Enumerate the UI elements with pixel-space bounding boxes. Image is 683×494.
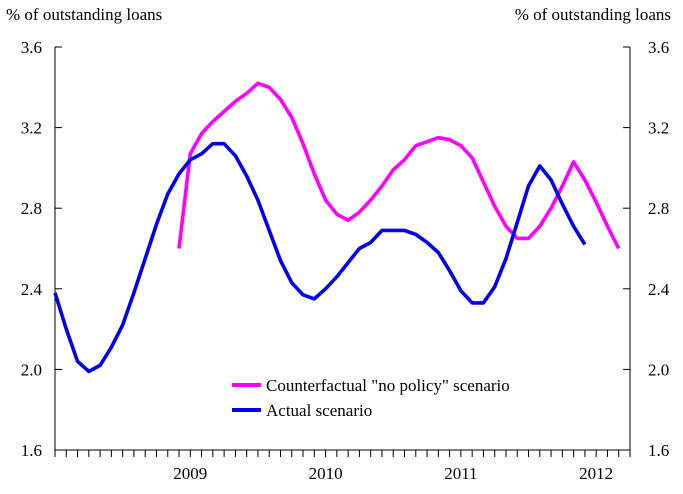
plot-frame <box>54 47 631 451</box>
y-tick-label-left: 3.6 <box>21 38 42 57</box>
y-tick-label-right: 2.0 <box>648 360 669 379</box>
y-tick-label-left: 2.8 <box>21 199 42 218</box>
legend: Counterfactual "no policy" scenario Actua… <box>232 376 510 420</box>
x-year-label: 2009 <box>173 464 207 483</box>
y-tick-label-right: 3.2 <box>648 119 669 138</box>
right-y-axis: 1.6 2.0 2.4 2.8 3.2 3.6 <box>623 38 670 460</box>
left-axis-unit-label: % of outstanding loans <box>6 5 163 24</box>
y-tick-label-right: 2.4 <box>648 280 670 299</box>
y-tick-label-right: 1.6 <box>648 441 669 460</box>
y-tick-label-left: 2.0 <box>21 360 42 379</box>
x-year-label: 2010 <box>309 464 343 483</box>
series-line-1 <box>177 81 621 250</box>
y-tick-label-right: 2.8 <box>648 199 669 218</box>
y-tick-label-left: 3.2 <box>21 119 42 138</box>
y-tick-label-right: 3.6 <box>648 38 669 57</box>
y-tick-label-left: 1.6 <box>21 441 42 460</box>
legend-label-1: Counterfactual "no policy" scenario <box>266 376 510 395</box>
series-lines <box>53 81 621 374</box>
y-tick-label-left: 2.4 <box>21 280 43 299</box>
right-axis-unit-label: % of outstanding loans <box>514 5 671 24</box>
x-year-label: 2012 <box>579 464 613 483</box>
series-line-2 <box>53 141 587 374</box>
x-axis: 2009 2010 2011 2012 <box>54 450 631 483</box>
legend-label-2: Actual scenario <box>266 401 372 420</box>
left-y-axis: 1.6 2.0 2.4 2.8 3.2 3.6 <box>21 38 62 460</box>
x-year-label: 2011 <box>444 464 477 483</box>
